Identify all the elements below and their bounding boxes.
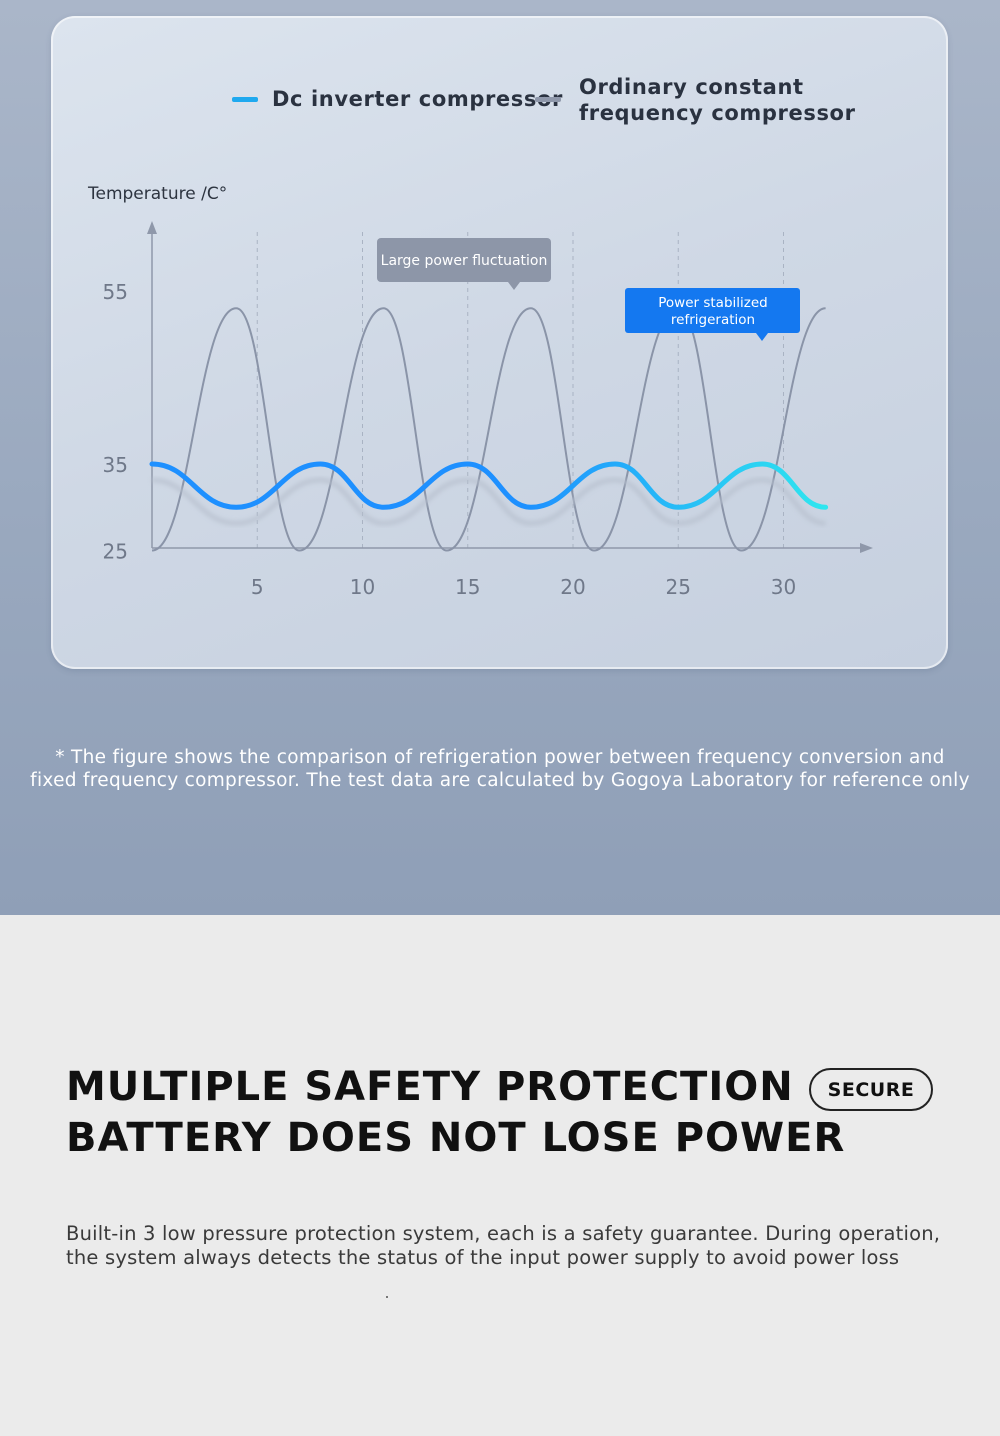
x-tick-label-25: 25 (666, 575, 691, 599)
legend-label-dc: Dc inverter compressor (272, 87, 563, 111)
decorative-dot (386, 1296, 388, 1298)
annotation-fluctuation-text: Large power fluctuation (381, 253, 548, 269)
footnote-line1: * The figure shows the comparison of ref… (55, 747, 945, 768)
x-tick-label-5: 5 (251, 575, 264, 599)
legend-item-dc-inverter: Dc inverter compressor (232, 86, 563, 112)
heading-line2: BATTERY DOES NOT LOSE POWER (66, 1115, 846, 1161)
chart-plot: 5 10 15 20 25 30 25 35 55 Large power fluctuation… (103, 221, 873, 599)
legend-swatch-dc (232, 97, 258, 102)
y-tick-label-25: 25 (103, 540, 128, 564)
description-line2: the system always detects the status of … (66, 1246, 900, 1269)
description-line1: Built-in 3 low pressure protection syste… (66, 1222, 941, 1245)
chart-section: Dc inverter compressor Ordinary constant… (0, 0, 1000, 915)
footnote-line2: fixed frequency compressor. The test dat… (30, 770, 970, 791)
y-tick-label-55: 55 (103, 280, 128, 304)
y-tick-label-35: 35 (103, 453, 128, 477)
annotation-fluctuation-pointer (508, 282, 520, 290)
y-axis-label: Temperature /C° (88, 184, 228, 204)
series-dc-line (149, 461, 829, 510)
section-heading: MULTIPLE SAFETY PROTECTION BATTERY DOES … (66, 1062, 845, 1164)
legend-label-ordinary-line2: frequency compressor (579, 101, 856, 125)
secure-badge: SECURE (809, 1068, 933, 1111)
annotation-stabilized-text-2: refrigeration (671, 312, 755, 328)
y-axis-arrow (147, 221, 157, 234)
annotation-fluctuation-box (377, 238, 551, 282)
legend-swatch-ordinary (535, 97, 561, 102)
legend-item-ordinary: Ordinary constant frequency compressor (535, 74, 856, 126)
annotation-stabilized-pointer (756, 333, 768, 341)
footnote: * The figure shows the comparison of ref… (30, 746, 970, 792)
legend-label-ordinary-line1: Ordinary constant (579, 75, 804, 99)
x-tick-label-20: 20 (560, 575, 585, 599)
annotation-stabilized-box (625, 288, 800, 333)
series-ordinary-line (151, 307, 826, 552)
legend-label-ordinary: Ordinary constant frequency compressor (579, 74, 856, 126)
x-tick-label-15: 15 (455, 575, 480, 599)
x-tick-label-30: 30 (771, 575, 796, 599)
x-axis-arrow (860, 543, 873, 553)
series-dc-shadow (151, 477, 826, 526)
chart-card (51, 16, 948, 669)
heading-line1: MULTIPLE SAFETY PROTECTION (66, 1064, 794, 1110)
x-tick-label-10: 10 (350, 575, 375, 599)
annotation-stabilized-text-1: Power stabilized (658, 295, 768, 311)
section-description: Built-in 3 low pressure protection syste… (66, 1222, 966, 1270)
feature-section (0, 915, 1000, 1436)
